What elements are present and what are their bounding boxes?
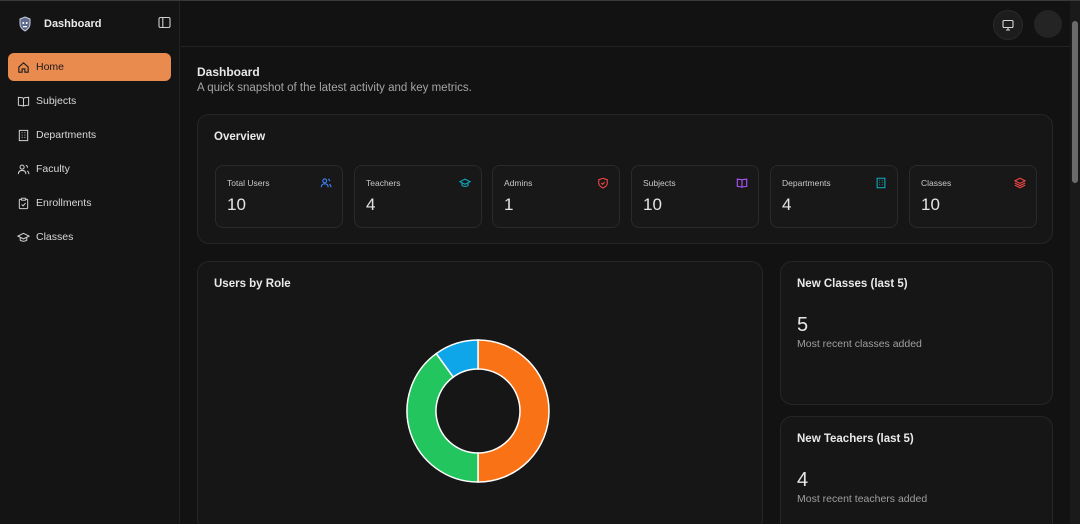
overview-card: Overview Total Users 10 Teachers 4 Admin… bbox=[197, 114, 1053, 244]
sidebar-item-faculty[interactable]: Faculty bbox=[8, 155, 171, 183]
users-by-role-title: Users by Role bbox=[214, 278, 291, 290]
stat-departments: Departments 4 bbox=[770, 165, 898, 228]
sidebar-item-label: Departments bbox=[36, 129, 97, 141]
new-teachers-title: New Teachers (last 5) bbox=[797, 433, 914, 445]
donut-slice-2[interactable] bbox=[435, 339, 479, 379]
sidebar: Dashboard Home Subjects Departments bbox=[0, 1, 180, 524]
shield-icon bbox=[598, 177, 608, 189]
book-icon bbox=[736, 178, 748, 188]
home-icon bbox=[18, 61, 29, 73]
monitor-icon bbox=[1002, 19, 1014, 31]
sidebar-item-label: Faculty bbox=[36, 163, 70, 175]
stat-label: Classes bbox=[921, 178, 952, 188]
stat-value: 1 bbox=[504, 195, 514, 214]
sidebar-item-label: Classes bbox=[36, 231, 74, 243]
stat-total-users: Total Users 10 bbox=[215, 165, 343, 228]
graduation-cap-icon bbox=[459, 178, 471, 187]
users-icon bbox=[320, 178, 332, 188]
sidebar-toggle-icon[interactable] bbox=[158, 16, 174, 32]
new-teachers-card: New Teachers (last 5) 4 Most recent teac… bbox=[780, 416, 1053, 524]
new-classes-title: New Classes (last 5) bbox=[797, 278, 908, 290]
stat-value: 10 bbox=[921, 195, 940, 214]
stat-value: 4 bbox=[366, 195, 376, 214]
new-teachers-caption: Most recent teachers added bbox=[797, 493, 928, 505]
stat-label: Teachers bbox=[366, 178, 401, 188]
stat-label: Subjects bbox=[643, 178, 676, 188]
sidebar-item-departments[interactable]: Departments bbox=[8, 121, 171, 149]
users-by-role-donut-chart bbox=[406, 339, 550, 483]
stat-value: 4 bbox=[782, 195, 792, 214]
book-icon bbox=[17, 96, 30, 107]
sidebar-item-home[interactable]: Home bbox=[8, 53, 171, 81]
overview-title: Overview bbox=[214, 131, 266, 143]
page-title: Dashboard bbox=[197, 65, 260, 79]
scrollbar-thumb[interactable] bbox=[1072, 21, 1078, 183]
stat-admins: Admins 1 bbox=[492, 165, 620, 228]
donut-slice-1[interactable] bbox=[406, 352, 479, 483]
sidebar-item-label: Subjects bbox=[36, 95, 77, 107]
page-subtitle: A quick snapshot of the latest activity … bbox=[197, 82, 472, 94]
avatar[interactable] bbox=[1034, 10, 1062, 38]
sidebar-item-enrollments[interactable]: Enrollments bbox=[8, 189, 171, 217]
sidebar-item-label: Enrollments bbox=[36, 197, 92, 209]
users-icon bbox=[17, 164, 30, 174]
stat-label: Admins bbox=[504, 178, 533, 188]
stat-value: 10 bbox=[643, 195, 662, 214]
layers-icon bbox=[1014, 177, 1026, 189]
sidebar-item-subjects[interactable]: Subjects bbox=[8, 87, 171, 115]
building-icon bbox=[18, 129, 29, 141]
stat-subjects: Subjects 10 bbox=[631, 165, 759, 228]
scrollbar[interactable] bbox=[1070, 1, 1080, 524]
donut-slice-0[interactable] bbox=[477, 339, 550, 483]
app-title: Dashboard bbox=[44, 18, 102, 30]
new-teachers-count: 4 bbox=[797, 469, 809, 491]
logo-icon bbox=[16, 15, 34, 33]
sidebar-item-classes[interactable]: Classes bbox=[8, 223, 171, 251]
topbar bbox=[181, 1, 1070, 47]
building-icon bbox=[876, 177, 886, 189]
new-classes-count: 5 bbox=[797, 314, 809, 336]
stat-label: Departments bbox=[782, 178, 831, 188]
theme-toggle-button[interactable] bbox=[993, 10, 1023, 40]
new-classes-caption: Most recent classes added bbox=[797, 338, 922, 350]
sidebar-item-label: Home bbox=[36, 61, 65, 73]
new-classes-card: New Classes (last 5) 5 Most recent class… bbox=[780, 261, 1053, 405]
clipboard-icon bbox=[18, 197, 29, 209]
users-by-role-card: Users by Role bbox=[197, 261, 763, 524]
stat-value: 10 bbox=[227, 195, 246, 214]
graduation-cap-icon bbox=[17, 232, 30, 242]
stat-teachers: Teachers 4 bbox=[354, 165, 482, 228]
stat-classes: Classes 10 bbox=[909, 165, 1037, 228]
stat-label: Total Users bbox=[227, 178, 270, 188]
sidebar-nav: Home Subjects Departments Faculty Enroll… bbox=[8, 53, 171, 257]
brand[interactable]: Dashboard bbox=[16, 13, 101, 35]
